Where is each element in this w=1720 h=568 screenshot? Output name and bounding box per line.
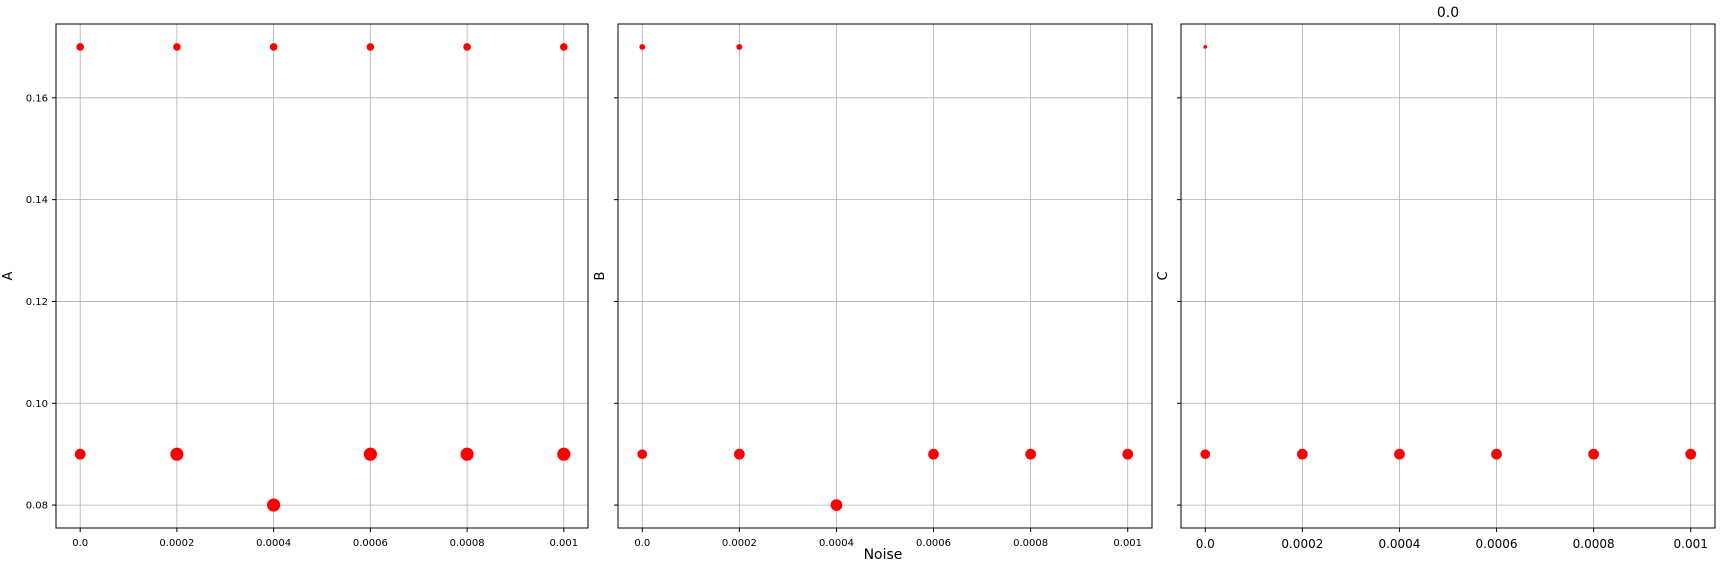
y-tick-label: 0.08: [26, 501, 48, 512]
y-tick-label: 0.16: [26, 93, 48, 104]
x-tick-label: 0.0004: [1378, 537, 1420, 551]
y-tick-label: 0.10: [26, 399, 48, 410]
y-axis-label: B: [593, 272, 608, 281]
y-tick-label: 0.14: [26, 195, 48, 206]
scatter-point: [173, 43, 181, 51]
x-tick-label: 0.0008: [1013, 538, 1048, 549]
scatter-point: [733, 448, 745, 460]
y-axis-label: C: [1156, 271, 1171, 280]
scatter-point: [460, 447, 474, 461]
x-tick-label: 0.0: [72, 538, 88, 549]
axes-frame: [55, 23, 589, 529]
scatter-point: [1685, 448, 1697, 460]
scatter-point: [1491, 448, 1502, 460]
scatter-point: [560, 43, 568, 51]
x-tick-label: 0.0008: [1573, 537, 1615, 551]
x-tick-label: 0.001: [1113, 538, 1142, 549]
panel-1: 0.0 0.0002 0.0004 0.0006 0.0008 0.001 0.08 0.10…: [1, 23, 589, 549]
panels-group: 0.0 0.0002 0.0004 0.0006 0.0008 0.001 0.08 0.10…: [1, 5, 1716, 551]
scatter-point: [639, 43, 646, 50]
x-tick-label: 0.0004: [819, 538, 854, 549]
scatter-point: [463, 43, 471, 51]
x-tick-label: 0.0002: [1281, 537, 1323, 551]
scatter-point: [1296, 448, 1308, 460]
x-tick-label: 0.0002: [722, 538, 757, 549]
scatter-point: [830, 499, 843, 511]
x-tick-label: 0.001: [1674, 537, 1708, 551]
scatter-point: [1203, 45, 1208, 49]
y-axis-label: A: [1, 271, 16, 280]
x-tick-label: 0.001: [549, 538, 578, 549]
x-tick-label: 0.0002: [159, 538, 194, 549]
axes-frame: [617, 23, 1153, 529]
figure-x-axis-label: Noise: [864, 547, 903, 563]
axes-frame: [1180, 23, 1716, 529]
scatter-point: [74, 448, 86, 460]
x-tick-label: 0.0004: [256, 538, 291, 549]
scatter-point: [1122, 448, 1134, 460]
x-tick-label: 0.0: [1196, 537, 1215, 551]
scatter-point: [1588, 448, 1600, 460]
panel-3: 0.0 0.0002 0.0004 0.0006 0.0008 0.001 C 0.0: [1156, 5, 1716, 551]
x-tick-label: 0.0: [634, 538, 650, 549]
scatter-point: [928, 448, 939, 460]
panel-title: 0.0: [1437, 5, 1459, 21]
scatter-point: [76, 43, 84, 51]
scatter-point: [1200, 449, 1211, 459]
scatter-point: [170, 447, 184, 461]
scatter-point: [267, 498, 281, 512]
scatter-point: [366, 43, 375, 51]
scatter-point: [1025, 448, 1037, 460]
scatter-point: [736, 43, 743, 50]
scatter-point: [637, 449, 648, 459]
x-tick-label: 0.0008: [450, 538, 485, 549]
x-tick-label: 0.0006: [1476, 537, 1518, 551]
scatter-point: [1394, 448, 1405, 460]
x-tick-label: 0.0006: [916, 538, 951, 549]
panel-2: 0.0 0.0002 0.0004 0.0006 0.0008 0.001 B: [593, 23, 1153, 549]
scatter-point: [269, 43, 278, 51]
x-tick-label: 0.0006: [353, 538, 388, 549]
scatter-point: [363, 447, 377, 461]
scatter-point: [557, 447, 571, 461]
y-tick-label: 0.12: [26, 297, 48, 308]
